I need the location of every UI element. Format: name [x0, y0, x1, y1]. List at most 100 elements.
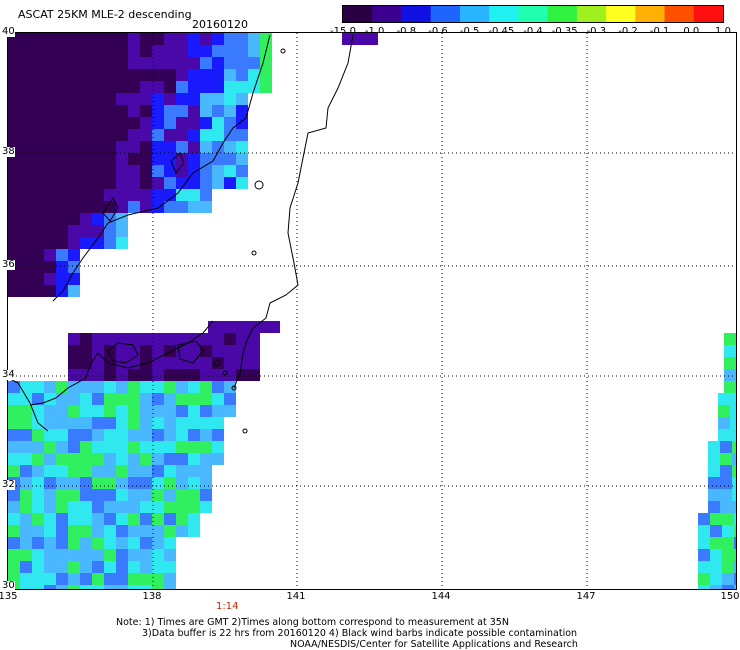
data-cell [724, 369, 736, 381]
data-cell [128, 333, 140, 345]
data-cell [104, 465, 116, 477]
data-cell [176, 201, 188, 213]
data-cell [200, 501, 212, 513]
data-cell [68, 345, 80, 357]
data-cell [44, 153, 56, 165]
data-cell [56, 525, 68, 537]
data-cell [116, 117, 128, 129]
data-cell [20, 429, 32, 441]
data-cell [188, 165, 200, 177]
data-cell [224, 117, 236, 129]
data-cell [92, 573, 104, 585]
data-cell [56, 561, 68, 573]
data-cell [68, 153, 80, 165]
data-cell [104, 489, 116, 501]
data-cell [718, 429, 730, 441]
data-cell [68, 441, 80, 453]
data-cell [92, 153, 104, 165]
data-cell [732, 441, 736, 453]
data-cell [80, 141, 92, 153]
data-cell [164, 465, 176, 477]
data-cell [8, 525, 20, 537]
data-cell [724, 357, 736, 369]
data-cell [104, 45, 116, 57]
data-cell [44, 489, 56, 501]
data-cell [20, 189, 32, 201]
data-cell [80, 129, 92, 141]
data-cell [176, 525, 188, 537]
data-cell [92, 561, 104, 573]
data-cell [56, 273, 68, 285]
data-cell [200, 465, 212, 477]
data-cell [140, 105, 152, 117]
data-cell [68, 129, 80, 141]
data-cell [224, 45, 236, 57]
data-cell [68, 525, 80, 537]
data-cell [152, 549, 164, 561]
data-cell [188, 201, 200, 213]
data-cell [128, 393, 140, 405]
data-cell [164, 417, 176, 429]
data-cell [140, 141, 152, 153]
data-cell [92, 513, 104, 525]
data-cell [68, 93, 80, 105]
data-cell [152, 441, 164, 453]
data-cell [164, 453, 176, 465]
data-cell [212, 369, 224, 381]
data-cell [730, 405, 736, 417]
data-cell [32, 285, 44, 297]
data-cell [710, 561, 722, 573]
data-cell [212, 57, 224, 69]
lat-label-32: 32 [2, 479, 15, 490]
data-cell [140, 333, 152, 345]
data-cell [116, 81, 128, 93]
data-cell [116, 513, 128, 525]
data-cell [56, 105, 68, 117]
data-cell [236, 165, 248, 177]
data-cell [188, 477, 200, 489]
data-cell [32, 177, 44, 189]
data-cell [710, 549, 722, 561]
data-cell [730, 429, 736, 441]
data-cell [68, 165, 80, 177]
data-cell [92, 93, 104, 105]
data-cell [92, 405, 104, 417]
data-cell [116, 333, 128, 345]
data-cell [710, 585, 722, 589]
data-cell [104, 549, 116, 561]
data-cell [80, 489, 92, 501]
data-cell [116, 525, 128, 537]
data-cell [188, 69, 200, 81]
data-cell [68, 249, 80, 261]
data-cell [188, 369, 200, 381]
colorbar-label: 0.0 [683, 26, 699, 37]
data-cell [92, 345, 104, 357]
map-title: ASCAT 25KM MLE-2 descending [18, 8, 192, 21]
data-cell [732, 453, 736, 465]
colorbar-swatch [343, 6, 373, 22]
data-cell [140, 465, 152, 477]
data-cell [140, 57, 152, 69]
data-cell [236, 57, 248, 69]
data-cell [188, 117, 200, 129]
data-cell [104, 189, 116, 201]
data-cell [80, 525, 92, 537]
data-cell [200, 441, 212, 453]
colorbar-swatch [693, 6, 724, 22]
data-cell [212, 141, 224, 153]
data-cell [128, 45, 140, 57]
data-cell [722, 537, 734, 549]
data-cell [104, 393, 116, 405]
colorbar-swatch [518, 6, 549, 22]
data-cell [92, 465, 104, 477]
data-cell [140, 33, 152, 45]
data-cell [116, 33, 128, 45]
data-cell [128, 489, 140, 501]
data-cell [176, 177, 188, 189]
data-cell [92, 105, 104, 117]
data-cell [56, 537, 68, 549]
data-cell [710, 537, 722, 549]
data-cell [80, 573, 92, 585]
data-cell [140, 477, 152, 489]
data-cell [8, 429, 20, 441]
